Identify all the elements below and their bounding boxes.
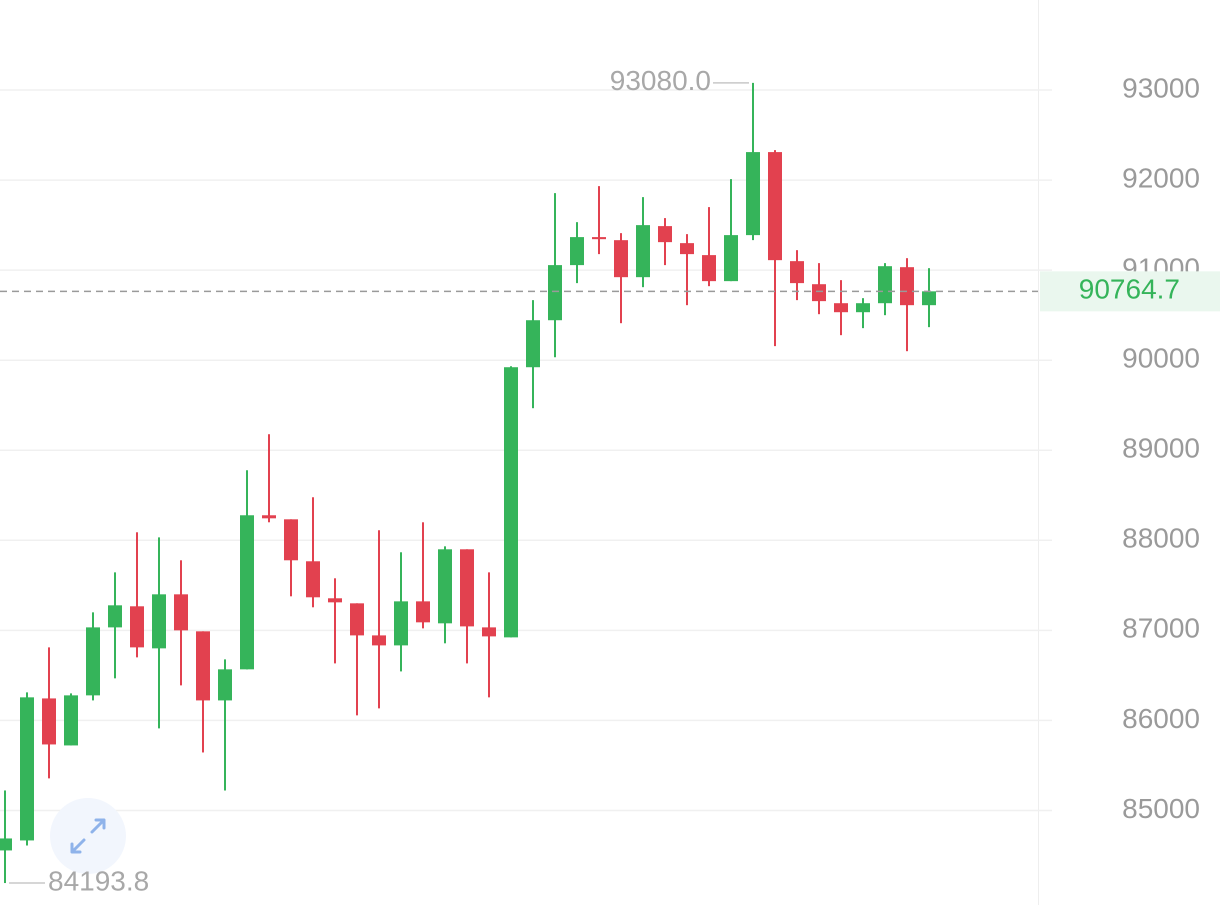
y-tick-label: 87000 (1122, 613, 1200, 644)
y-tick-label: 92000 (1122, 162, 1200, 193)
y-tick-label: 85000 (1122, 793, 1200, 824)
candle-body (218, 669, 232, 701)
candle-body (658, 226, 672, 243)
candle-body (856, 303, 870, 313)
candle-body (306, 561, 320, 598)
last-price-tag (1040, 271, 1220, 312)
candle-body (438, 549, 452, 624)
candle-body (130, 606, 144, 648)
candle-body (284, 519, 298, 561)
candle-body (196, 631, 210, 701)
candle-body (482, 627, 496, 637)
last-price-label: 90764.7 (1079, 274, 1180, 305)
expand-button[interactable] (50, 798, 126, 874)
candle-body (812, 284, 826, 302)
candle-body (922, 291, 936, 306)
candle-body (878, 266, 892, 304)
candle-body (86, 627, 100, 696)
candle-body (680, 243, 694, 255)
candle-body (174, 594, 188, 631)
candle-body (790, 261, 804, 284)
candle-body (328, 598, 342, 603)
candle-body (702, 255, 716, 282)
candle-body (416, 601, 430, 623)
y-tick-label: 89000 (1122, 433, 1200, 464)
candle-body (724, 235, 738, 282)
candle-body (42, 698, 56, 745)
annotation-label: 84193.8 (48, 865, 149, 896)
candle-body (548, 265, 562, 321)
candle-body (108, 605, 122, 628)
candle-body (614, 240, 628, 278)
candle-body (460, 549, 474, 627)
y-tick-label: 93000 (1122, 72, 1200, 103)
expand-icon (70, 818, 106, 854)
candle-body (526, 320, 540, 368)
candle-body (636, 225, 650, 278)
axis-border (1038, 0, 1039, 905)
annotation-label: 93080.0 (610, 65, 711, 96)
candle-body (372, 635, 386, 646)
candle-body (350, 603, 364, 636)
candle-body (64, 695, 78, 746)
candle-body (240, 515, 254, 670)
candle-body (768, 152, 782, 261)
candle-body (900, 267, 914, 306)
candle-body (746, 152, 760, 236)
candle-body (152, 594, 166, 649)
candle-body (504, 367, 518, 638)
candle-body (834, 303, 848, 313)
candle-body (0, 838, 12, 851)
candle-body (394, 601, 408, 646)
candle-body (570, 237, 584, 266)
candle-body (262, 515, 276, 519)
candle-body (20, 697, 34, 841)
expand-bg (50, 798, 126, 874)
candle-body (592, 237, 606, 240)
y-tick-label: 88000 (1122, 523, 1200, 554)
y-tick-label: 90000 (1122, 343, 1200, 374)
y-tick-label: 86000 (1122, 703, 1200, 734)
